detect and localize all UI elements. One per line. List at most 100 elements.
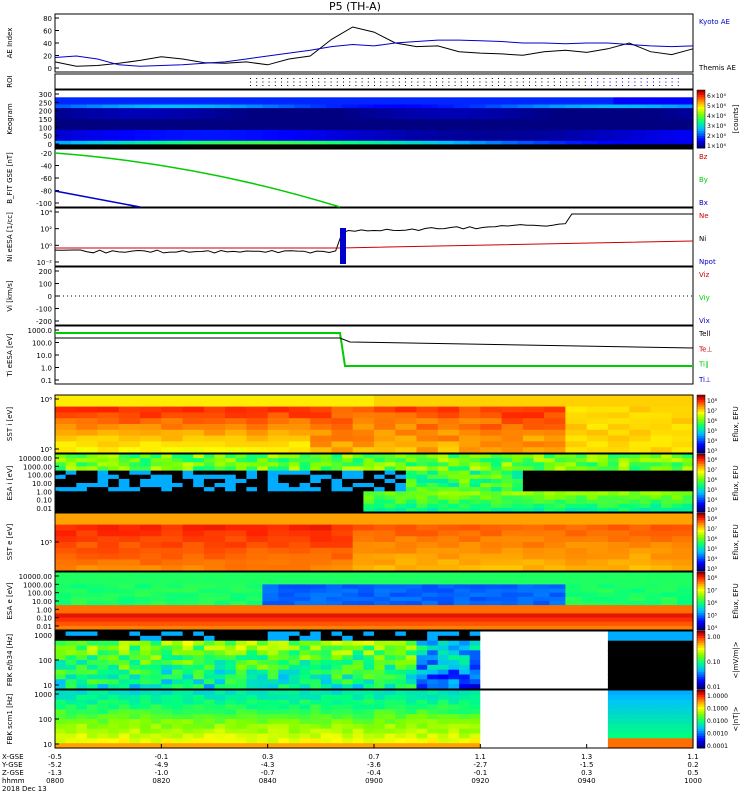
sst-ion-colorbar xyxy=(696,394,706,454)
temperature-legend-item: Ti⊥ xyxy=(698,376,711,384)
xaxis-time-value: 1000 xyxy=(684,777,702,785)
density-ytick: 10² xyxy=(40,226,52,234)
esa-ion-colorbar-tick: 10⁶ xyxy=(707,477,718,484)
xaxis-y-value: -4.3 xyxy=(261,761,275,769)
ti-line xyxy=(55,332,693,367)
esa-ion-colorbar-label: Eflux, EFU xyxy=(732,465,740,500)
roi-ylabel: ROI xyxy=(6,75,14,87)
esa-electron-ytick: 0.01 xyxy=(36,623,52,631)
fbk-b-ytick: 100 xyxy=(39,716,52,724)
xaxis-row-label: Z-GSE xyxy=(2,769,24,777)
xaxis-x-value: 0.3 xyxy=(262,753,273,761)
fbk-e-ytick: 100 xyxy=(39,657,52,665)
keogram-colorbar-tick: 2×10⁴ xyxy=(707,133,726,140)
esa-ion-colorbar-tick: 10⁸ xyxy=(707,457,718,464)
sst-ion-ylabel: SST i [eV] xyxy=(6,407,14,441)
esa-ion-colorbar xyxy=(696,453,706,513)
xaxis-z-value: -1.3 xyxy=(48,769,62,777)
ni-line xyxy=(54,213,693,254)
keogram-colorbar-tick: 5×10⁴ xyxy=(707,103,726,110)
xaxis-time-value: 0800 xyxy=(46,777,64,785)
fbk-e-colorbar-label: <|mV/m|> xyxy=(732,641,740,678)
keogram-ytick: 300 xyxy=(39,91,52,99)
esa-ion-colorbar-tick: 10⁷ xyxy=(707,467,718,474)
density-ylabel: Ni eESA [1/cc] xyxy=(6,212,14,262)
esa-electron-ytick: 10000.00 xyxy=(19,573,52,581)
roi-panel-frame xyxy=(54,73,694,90)
bfield-ytick: -100 xyxy=(36,200,52,208)
xaxis-row-label: Y-GSE xyxy=(1,761,23,769)
esa-ion-ytick: 0.10 xyxy=(36,497,52,505)
velocity-ytick: 100 xyxy=(39,281,52,289)
keogram-colorbar-label: [counts] xyxy=(732,104,740,133)
xaxis-y-value: -4.9 xyxy=(154,761,168,769)
fbk-e-colorbar-tick: 0.01 xyxy=(707,684,721,691)
xaxis-x-value: 1.1 xyxy=(475,753,486,761)
fbk-e-colorbar xyxy=(696,630,706,690)
bfield-legend-item: Bz xyxy=(699,153,708,161)
roi-markers xyxy=(250,78,679,86)
density-legend-item: Ne xyxy=(699,212,709,220)
velocity-ylabel: Vi [km/s] xyxy=(6,280,14,311)
sst-electron-ytick: 10⁵ xyxy=(40,539,52,547)
esa-electron-spectrogram xyxy=(55,572,694,631)
temperature-legend-item: Tell xyxy=(698,330,710,338)
esa-electron-ytick: 0.10 xyxy=(36,615,52,623)
sst-electron-colorbar-tick: 10⁸ xyxy=(707,516,718,523)
keogram-ytick: 150 xyxy=(39,116,52,124)
velocity-panel-frame xyxy=(54,266,694,326)
sst-ion-colorbar-tick: 10⁶ xyxy=(707,418,718,425)
esa-ion-ytick: 1.00 xyxy=(36,488,52,496)
ae-ytick: 80 xyxy=(43,15,52,23)
density-legend-item: Ni xyxy=(699,235,706,243)
by-line xyxy=(54,152,341,208)
velocity-ytick: -200 xyxy=(36,318,52,326)
esa-electron-colorbar-tick: 10⁶ xyxy=(707,600,718,607)
xaxis-time-value: 0940 xyxy=(578,777,596,785)
sst-ion-colorbar-tick: 10³ xyxy=(707,448,718,455)
density-ytick: 10⁰ xyxy=(40,242,52,250)
keogram-ytick: 0 xyxy=(48,141,52,149)
ae-series-line xyxy=(54,39,694,67)
temperature-ytick: 10.0 xyxy=(36,352,52,360)
temperature-legend-item: Ti∥ xyxy=(698,361,709,369)
esa-electron-colorbar-tick: 10⁷ xyxy=(707,588,718,595)
esa-electron-ytick: 1.00 xyxy=(36,606,52,614)
esa-electron-colorbar-label: Eflux, EFU xyxy=(732,583,740,618)
xaxis-time-value: 0840 xyxy=(259,777,277,785)
esa-electron-ylabel: ESA e [eV] xyxy=(6,582,14,619)
keogram-ytick: 100 xyxy=(39,124,52,132)
esa-electron-ytick: 10.00 xyxy=(32,598,52,606)
bfield-ytick: -40 xyxy=(41,163,52,171)
fbk-b-colorbar-tick: 1.0000 xyxy=(707,693,728,700)
temperature-ytick: 100.0 xyxy=(32,340,52,348)
esa-ion-spectrogram xyxy=(55,454,694,513)
keogram-colorbar-tick: 4×10⁴ xyxy=(707,113,726,120)
fbk-b-colorbar-tick: 0.0001 xyxy=(707,743,728,750)
tell-line xyxy=(55,337,694,349)
sst-electron-colorbar-tick: 10³ xyxy=(707,566,718,573)
sst-ion-colorbar-tick: 10⁷ xyxy=(707,408,718,415)
xaxis-x-value: 0.7 xyxy=(368,753,379,761)
esa-ion-ytick: 10000.00 xyxy=(19,455,52,463)
ae-ytick: 60 xyxy=(43,28,52,36)
velocity-ytick: 0 xyxy=(48,293,52,301)
density-ytick: 10⁴ xyxy=(40,209,52,217)
esa-electron-ytick: 1000.00 xyxy=(23,581,52,589)
xaxis-z-value: -0.4 xyxy=(367,769,381,777)
sst-electron-colorbar-label: Eflux, EFU xyxy=(732,524,740,559)
bfield-legend-item: By xyxy=(699,176,708,184)
fbk-e-ylabel: FBK e/b34 [Hz] xyxy=(6,634,14,687)
velocity-legend-item: Viz xyxy=(699,271,710,279)
xaxis-time-value: 0920 xyxy=(471,777,489,785)
fbk-e-spectrogram xyxy=(55,631,694,690)
esa-ion-ytick: 100.00 xyxy=(28,472,53,480)
xaxis-time-value: 0820 xyxy=(152,777,170,785)
xaxis-z-value: -0.1 xyxy=(473,769,487,777)
temperature-ytick: 0.1 xyxy=(41,377,52,385)
fbk-b-spectrogram xyxy=(55,690,694,749)
fbk-e-ytick: 10 xyxy=(43,682,52,690)
xaxis-row-label: 2018 Dec 13 xyxy=(2,785,47,793)
